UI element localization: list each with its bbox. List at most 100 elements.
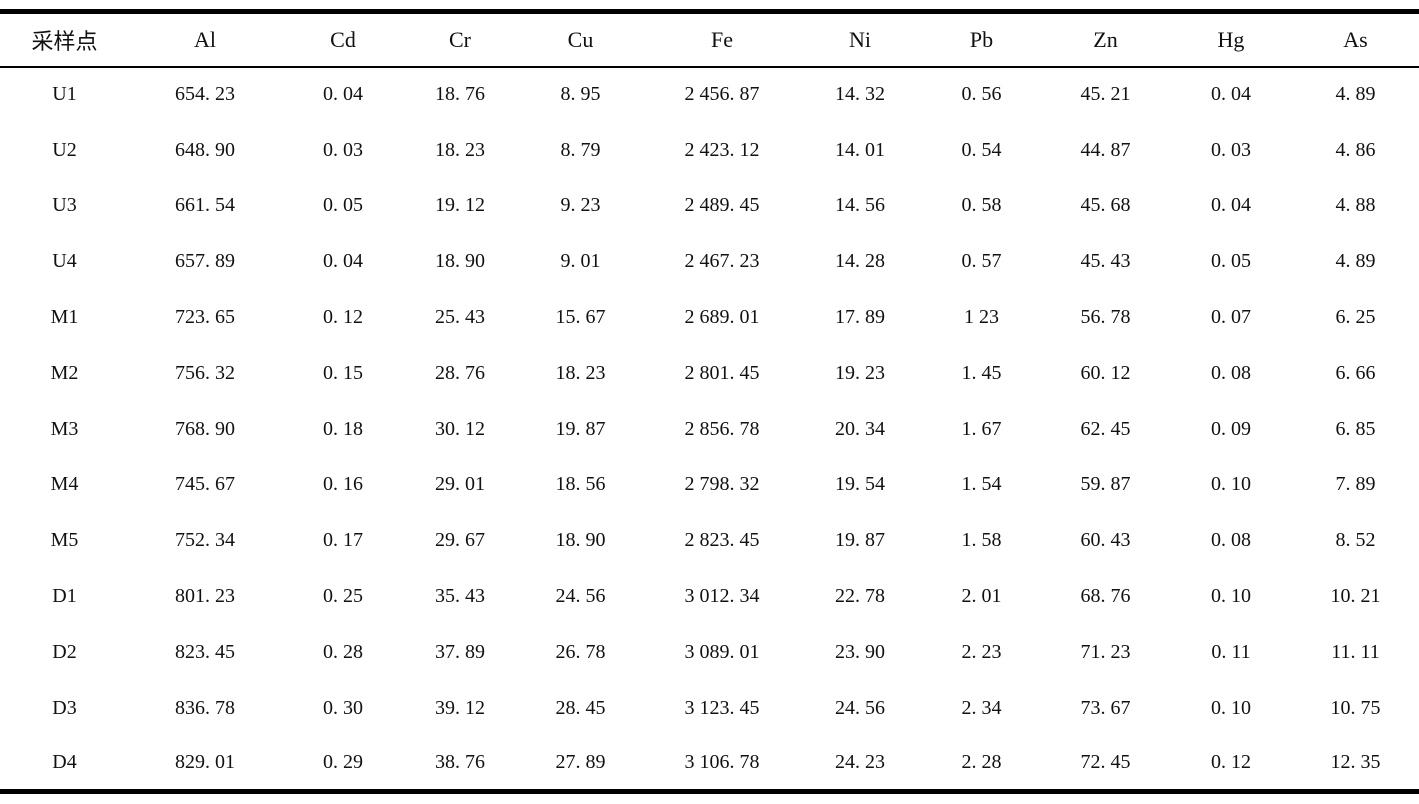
pb-value-cell: 0. 54 bbox=[961, 138, 1002, 161]
cu-value-cell: 15. 67 bbox=[555, 306, 606, 329]
cu-value-cell: 27. 89 bbox=[555, 751, 606, 774]
cr-value-cell: 35. 43 bbox=[435, 585, 485, 608]
al-value-cell: 829. 01 bbox=[175, 751, 235, 774]
fe-value-cell: 3 012. 34 bbox=[684, 585, 760, 608]
fe-value-cell: 2 456. 87 bbox=[684, 83, 760, 106]
as-value-cell: 12. 35 bbox=[1330, 751, 1381, 774]
cu-value-cell: 8. 95 bbox=[560, 83, 601, 106]
cd-value-cell: 0. 04 bbox=[323, 83, 363, 106]
ni-value-cell: 17. 89 bbox=[835, 306, 885, 329]
column-header-pb: Pb bbox=[969, 26, 994, 52]
pb-value-cell: 2. 01 bbox=[961, 585, 1002, 608]
table-row: U2 648. 90 0. 03 18. 23 8. 79 2 423. 12 … bbox=[0, 122, 1419, 178]
fe-value-cell: 2 823. 45 bbox=[684, 529, 760, 552]
zn-value-cell: 68. 76 bbox=[1080, 585, 1131, 608]
pb-value-cell: 1. 58 bbox=[961, 529, 1002, 552]
site-cell: U1 bbox=[52, 83, 77, 106]
site-cell: M2 bbox=[50, 361, 79, 384]
fe-value-cell: 2 489. 45 bbox=[684, 194, 760, 217]
table-row: M4 745. 67 0. 16 29. 01 18. 56 2 798. 32… bbox=[0, 457, 1419, 513]
table-body: U1 654. 23 0. 04 18. 76 8. 95 2 456. 87 … bbox=[0, 67, 1419, 792]
as-value-cell: 4. 86 bbox=[1335, 138, 1376, 161]
pb-value-cell: 0. 56 bbox=[961, 83, 1002, 106]
table-row: U3 661. 54 0. 05 19. 12 9. 23 2 489. 45 … bbox=[0, 178, 1419, 234]
zn-value-cell: 60. 43 bbox=[1080, 529, 1131, 552]
pb-value-cell: 1 23 bbox=[964, 306, 999, 329]
hg-value-cell: 0. 08 bbox=[1211, 529, 1251, 552]
zn-value-cell: 71. 23 bbox=[1080, 640, 1131, 663]
column-header-cr: Cr bbox=[449, 26, 471, 52]
hg-value-cell: 0. 10 bbox=[1211, 696, 1251, 719]
fe-value-cell: 2 798. 32 bbox=[684, 473, 760, 496]
ni-value-cell: 14. 32 bbox=[835, 83, 885, 106]
pb-value-cell: 1. 45 bbox=[961, 361, 1002, 384]
site-cell: M3 bbox=[50, 417, 79, 440]
cd-value-cell: 0. 16 bbox=[323, 473, 363, 496]
cd-value-cell: 0. 30 bbox=[323, 696, 363, 719]
table-row: M5 752. 34 0. 17 29. 67 18. 90 2 823. 45… bbox=[0, 513, 1419, 569]
fe-value-cell: 2 689. 01 bbox=[684, 306, 760, 329]
cd-value-cell: 0. 25 bbox=[323, 585, 363, 608]
cr-value-cell: 29. 67 bbox=[435, 529, 485, 552]
header-row: 采样点 Al Cd Cr Cu Fe Ni Pb Zn Hg As bbox=[0, 12, 1419, 67]
cr-value-cell: 29. 01 bbox=[435, 473, 485, 496]
column-header-hg: Hg bbox=[1217, 26, 1245, 52]
ni-value-cell: 14. 01 bbox=[835, 138, 885, 161]
cu-value-cell: 26. 78 bbox=[555, 640, 606, 663]
hg-value-cell: 0. 10 bbox=[1211, 585, 1251, 608]
al-value-cell: 657. 89 bbox=[175, 250, 235, 273]
column-header-cd: Cd bbox=[330, 26, 356, 52]
cr-value-cell: 39. 12 bbox=[435, 696, 485, 719]
table-row: U4 657. 89 0. 04 18. 90 9. 01 2 467. 23 … bbox=[0, 234, 1419, 290]
cd-value-cell: 0. 18 bbox=[323, 417, 363, 440]
ni-value-cell: 24. 56 bbox=[835, 696, 885, 719]
cu-value-cell: 19. 87 bbox=[555, 417, 606, 440]
fe-value-cell: 2 467. 23 bbox=[684, 250, 760, 273]
cd-value-cell: 0. 15 bbox=[323, 361, 363, 384]
cd-value-cell: 0. 28 bbox=[323, 640, 363, 663]
pb-value-cell: 1. 54 bbox=[961, 473, 1002, 496]
site-cell: M4 bbox=[50, 473, 79, 496]
zn-value-cell: 59. 87 bbox=[1080, 473, 1131, 496]
al-value-cell: 836. 78 bbox=[175, 696, 235, 719]
zn-value-cell: 62. 45 bbox=[1080, 417, 1131, 440]
zn-value-cell: 73. 67 bbox=[1080, 696, 1131, 719]
ni-value-cell: 19. 54 bbox=[835, 473, 885, 496]
cu-value-cell: 28. 45 bbox=[555, 696, 606, 719]
site-cell: M5 bbox=[50, 529, 79, 552]
ni-value-cell: 14. 28 bbox=[835, 250, 885, 273]
zn-value-cell: 60. 12 bbox=[1080, 361, 1131, 384]
ni-value-cell: 24. 23 bbox=[835, 751, 885, 774]
table-row: D4 829. 01 0. 29 38. 76 27. 89 3 106. 78… bbox=[0, 736, 1419, 792]
cr-value-cell: 18. 23 bbox=[435, 138, 485, 161]
cu-value-cell: 18. 90 bbox=[555, 529, 606, 552]
zn-value-cell: 44. 87 bbox=[1080, 138, 1131, 161]
al-value-cell: 756. 32 bbox=[175, 361, 235, 384]
cr-value-cell: 19. 12 bbox=[435, 194, 485, 217]
ni-value-cell: 23. 90 bbox=[835, 640, 885, 663]
site-cell: U3 bbox=[52, 194, 77, 217]
pb-value-cell: 2. 28 bbox=[961, 751, 1002, 774]
column-header-al: Al bbox=[194, 26, 216, 52]
as-value-cell: 8. 52 bbox=[1335, 529, 1376, 552]
al-value-cell: 654. 23 bbox=[175, 83, 235, 106]
al-value-cell: 723. 65 bbox=[175, 306, 235, 329]
cu-value-cell: 18. 23 bbox=[555, 361, 606, 384]
cu-value-cell: 8. 79 bbox=[560, 138, 601, 161]
column-header-sampling-site: 采样点 bbox=[31, 28, 98, 54]
cu-value-cell: 9. 01 bbox=[560, 250, 601, 273]
cd-value-cell: 0. 17 bbox=[323, 529, 363, 552]
column-header-fe: Fe bbox=[711, 26, 733, 52]
cd-value-cell: 0. 03 bbox=[323, 138, 363, 161]
as-value-cell: 6. 25 bbox=[1335, 306, 1376, 329]
as-value-cell: 7. 89 bbox=[1335, 473, 1376, 496]
as-value-cell: 4. 88 bbox=[1335, 194, 1376, 217]
zn-value-cell: 45. 21 bbox=[1080, 83, 1131, 106]
zn-value-cell: 56. 78 bbox=[1080, 306, 1131, 329]
column-header-zn: Zn bbox=[1093, 26, 1118, 52]
cu-value-cell: 24. 56 bbox=[555, 585, 606, 608]
as-value-cell: 4. 89 bbox=[1335, 250, 1376, 273]
site-cell: M1 bbox=[50, 306, 79, 329]
hg-value-cell: 0. 04 bbox=[1211, 194, 1251, 217]
site-cell: D2 bbox=[52, 640, 77, 663]
